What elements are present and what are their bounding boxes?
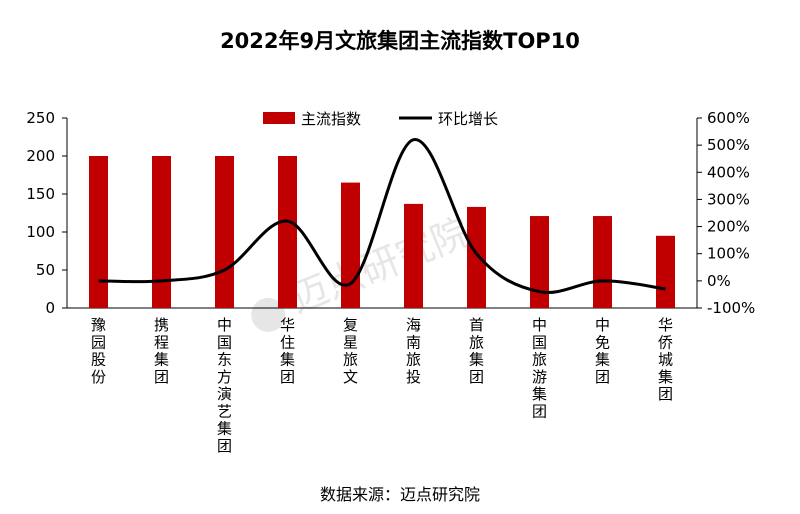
category-label: 中国东方演艺集团 xyxy=(217,316,232,455)
bar xyxy=(215,156,234,308)
left-tick-label: 150 xyxy=(26,185,55,203)
legend-line-label: 环比增长 xyxy=(438,110,498,128)
category-char: 演 xyxy=(217,385,232,403)
category-char: 旅 xyxy=(406,351,421,369)
source-note: 数据来源：迈点研究院 xyxy=(320,485,480,504)
left-tick-label: 200 xyxy=(26,147,55,165)
left-tick-label: 50 xyxy=(36,261,55,279)
category-char: 东 xyxy=(217,351,232,369)
category-char: 中 xyxy=(595,316,610,334)
category-char: 集 xyxy=(154,351,169,369)
category-label: 豫园股份 xyxy=(91,316,106,386)
left-axis: 0 50 100 150 200 250 xyxy=(26,109,67,317)
category-char: 程 xyxy=(154,333,169,351)
category-char: 团 xyxy=(280,368,295,386)
category-char: 星 xyxy=(343,333,358,351)
legend-bar-label: 主流指数 xyxy=(301,110,361,128)
category-label: 复星旅文 xyxy=(343,316,358,386)
category-char: 国 xyxy=(532,333,547,351)
category-labels: 豫园股份携程集团中国东方演艺集团华住集团复星旅文海南旅投首旅集团中国旅游集团中免… xyxy=(91,316,673,455)
category-char: 集 xyxy=(469,351,484,369)
legend-bar-swatch xyxy=(263,112,295,124)
bar xyxy=(278,156,297,308)
category-char: 免 xyxy=(595,333,610,351)
legend: 主流指数 环比增长 xyxy=(263,110,498,128)
bar xyxy=(530,216,549,308)
watermark-text: 迈点研究院 xyxy=(283,209,476,321)
right-tick-label: 400% xyxy=(707,163,750,181)
category-char: 华 xyxy=(280,316,295,334)
category-char: 文 xyxy=(343,368,358,386)
category-label: 携程集团 xyxy=(154,316,169,386)
axis-lines xyxy=(66,118,698,309)
category-char: 股 xyxy=(91,351,106,369)
right-tick-label: 300% xyxy=(707,190,750,208)
category-char: 南 xyxy=(406,333,421,351)
category-char: 艺 xyxy=(217,402,232,420)
left-tick-label: 250 xyxy=(26,109,55,127)
category-char: 旅 xyxy=(343,351,358,369)
right-tick-label: 0% xyxy=(707,272,731,290)
bar xyxy=(467,206,486,308)
category-char: 游 xyxy=(532,368,547,386)
bar xyxy=(404,203,423,308)
left-tick-label: 0 xyxy=(45,299,55,317)
left-tick-label: 100 xyxy=(26,223,55,241)
category-label: 海南旅投 xyxy=(406,316,421,386)
category-char: 国 xyxy=(217,333,232,351)
category-char: 中 xyxy=(217,316,232,334)
category-label: 中免集团 xyxy=(595,316,610,386)
category-char: 侨 xyxy=(658,333,673,351)
category-char: 方 xyxy=(217,368,232,386)
category-char: 集 xyxy=(280,351,295,369)
category-char: 华 xyxy=(658,316,673,334)
bar xyxy=(656,235,675,308)
category-char: 首 xyxy=(469,316,484,334)
category-char: 中 xyxy=(532,316,547,334)
right-tick-label: -100% xyxy=(707,299,755,317)
right-tick-label: 600% xyxy=(707,109,750,127)
category-char: 份 xyxy=(91,368,106,386)
category-label: 华住集团 xyxy=(280,316,295,386)
category-char: 团 xyxy=(532,402,547,420)
bar xyxy=(341,182,360,308)
category-char: 团 xyxy=(469,368,484,386)
watermark-logo xyxy=(251,297,286,332)
category-char: 复 xyxy=(343,316,358,334)
category-char: 海 xyxy=(406,316,421,334)
category-label: 华侨城集团 xyxy=(658,316,673,403)
right-axis: -100% 0% 100% 200% 300% 400% 500% 600% xyxy=(697,109,755,317)
category-char: 团 xyxy=(154,368,169,386)
growth-line xyxy=(98,138,666,295)
right-tick-label: 100% xyxy=(707,245,750,263)
chart-title: 2022年9月文旅集团主流指数TOP10 xyxy=(220,29,580,53)
category-char: 团 xyxy=(658,385,673,403)
bar xyxy=(593,216,612,308)
category-char: 团 xyxy=(217,437,232,455)
category-char: 携 xyxy=(154,316,169,334)
category-char: 城 xyxy=(658,351,673,369)
category-char: 集 xyxy=(532,385,547,403)
bar xyxy=(89,156,108,308)
category-char: 豫 xyxy=(91,316,106,334)
right-tick-label: 500% xyxy=(707,136,750,154)
category-char: 旅 xyxy=(469,333,484,351)
category-char: 住 xyxy=(280,333,295,351)
category-label: 首旅集团 xyxy=(469,316,484,386)
category-char: 团 xyxy=(595,368,610,386)
right-tick-label: 200% xyxy=(707,218,750,236)
category-char: 集 xyxy=(595,351,610,369)
category-char: 集 xyxy=(658,368,673,386)
category-char: 投 xyxy=(406,368,421,386)
category-char: 集 xyxy=(217,420,232,438)
category-char: 园 xyxy=(91,333,106,351)
category-char: 旅 xyxy=(532,351,547,369)
bar-series xyxy=(89,156,675,308)
bar xyxy=(152,156,171,308)
category-label: 中国旅游集团 xyxy=(532,316,547,420)
